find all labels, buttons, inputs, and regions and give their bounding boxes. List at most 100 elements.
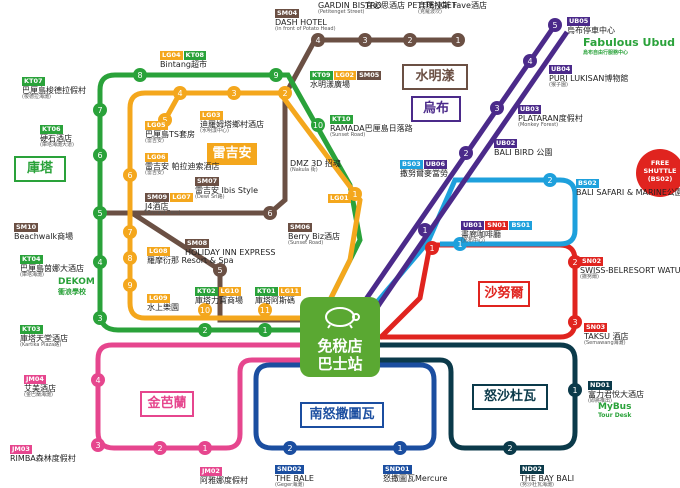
station-code-badge: SN01 (485, 221, 509, 230)
station-name: 羅摩衍那 Resort & Spa (147, 255, 234, 265)
station-label[interactable]: LG06 雷吉安 帕拉迪索酒店 (雷吉安) (145, 146, 220, 176)
station-label[interactable]: SM06 Berry Biz酒店 (Sunset Road) (288, 216, 340, 246)
station-code-group: KT09 LG02 SM05 (310, 64, 382, 81)
station-code-badge: KT03 (20, 325, 43, 334)
station-code-group: KT06 (40, 118, 64, 135)
green-station-number: 9 (273, 71, 278, 80)
duty-free-bus-hub[interactable]: 免稅店 巴士站 (300, 297, 380, 377)
orange-station-dot: 10 (198, 303, 212, 317)
station-name: 艾美酒店 (24, 383, 56, 393)
station-label[interactable]: UB02 BALI BIRD 公園 (494, 132, 552, 157)
station-name: RAMADA巴厘島日落路 (330, 123, 413, 133)
station-label[interactable]: BS02 BALI SAFARI & MARINE公園 (576, 172, 680, 197)
station-code-group: JM02 (200, 460, 223, 477)
station-subtitle: (庫塔海灘) (20, 272, 44, 279)
station-label[interactable]: JM03 RIMBA森林度假村 (10, 438, 76, 463)
orange-station-number: 8 (127, 254, 132, 263)
brown-station-number: 5 (217, 266, 222, 275)
dekom-name: DEKOM (58, 277, 95, 287)
station-label[interactable]: LG01 (328, 187, 352, 204)
teal-station-number: 1 (572, 386, 577, 395)
station-name: SWISS-BELRESORT WATU JIMBAR (580, 265, 680, 275)
station-code-badge: BS03 (400, 160, 423, 169)
station-label[interactable]: UB03 PLATARAN度假村 (Monkey Forest) (518, 98, 583, 128)
station-label[interactable]: UB01 SN01 BS01 畫廊咖啡廳 (烏布中心) (461, 214, 533, 244)
station-name: Bintang超市 (160, 59, 207, 69)
teal-station-number: 2 (507, 444, 512, 453)
station-code-badge: SM08 (185, 239, 210, 248)
station-code-group: UB04 (549, 58, 573, 75)
station-name: 雷吉安 Ibis Style (195, 185, 259, 195)
station-label[interactable]: KT09 LG02 SM05 水明漾廣場 (310, 64, 382, 89)
station-code-badge: LG11 (278, 287, 302, 296)
station-label[interactable]: SM07 雷吉安 Ibis Style (Dewi Sri路) (195, 170, 258, 200)
station-code-badge: SM09 (145, 193, 170, 202)
station-label[interactable]: UB04 PURI LUKISAN博物館 (猴子園) (549, 58, 628, 88)
station-label[interactable]: SN03 TAKSU 酒店 (Semawang海灘) (584, 316, 628, 346)
green-station-dot: 5 (93, 206, 107, 220)
orange-station-number: 4 (177, 89, 182, 98)
station-code-group: UB02 (494, 132, 518, 149)
station-label[interactable]: LG08 羅摩衍那 Resort & Spa (147, 240, 234, 265)
orange-station-number: 9 (127, 281, 132, 290)
station-name: HOLIDAY INN EXPRESS (185, 247, 276, 257)
station-label[interactable]: KT02 LG10 庫塔力寶商場 (195, 280, 243, 305)
station-label[interactable]: LG03 迪羅姆塔鄉村酒店 (水明漾中心) (200, 104, 264, 134)
station-label[interactable]: SM04 DASH HOTEL (in front of Potato Head) (275, 2, 336, 32)
station-subtitle: (Kartika Plaza路) (20, 342, 62, 349)
station-label[interactable]: LG05 巴厘島TS套房 (雷吉安) (145, 114, 195, 144)
navy-station-dot: 1 (393, 441, 407, 455)
station-code-badge: KT08 (183, 51, 207, 60)
station-label[interactable]: JM02 阿雅娜度假村 (200, 460, 248, 485)
brown-station-dot: 1 (451, 33, 465, 47)
station-label[interactable]: JM04 艾美酒店 (金巴蘭海灘) (24, 368, 56, 398)
orange-station-dot: 2 (278, 86, 292, 100)
purple-station-dot: 3 (490, 101, 504, 115)
station-label[interactable]: KT03 庫塔天堂酒店 (Kartika Plaza路) (20, 318, 68, 348)
station-code-group: SM04 (275, 2, 300, 19)
station-label[interactable]: SM08 HOLIDAY INN EXPRESS (185, 232, 275, 257)
station-label[interactable]: KT06 硬石酒店 (庫塔海灘大道) (40, 118, 74, 148)
station-label[interactable]: BS03 UB06 撒努爾麥當勞 (400, 153, 448, 178)
free-shuttle-line3: (BS02) (647, 175, 673, 183)
station-label[interactable]: KT07 巴厘島梭德拉假村 (梭德拉海灘) (22, 70, 86, 100)
station-label[interactable]: DMZ 3D 招魂 (Nakula 街) (290, 159, 341, 174)
brown-station-number: 2 (407, 36, 412, 45)
fabulous-ubud-name: Fabulous Ubud (583, 36, 676, 49)
station-label[interactable]: 宜必思酒店 PETITENGET (365, 1, 457, 10)
orange-station-dot: 9 (123, 278, 137, 292)
station-label[interactable]: ND01 富力君悅大酒店 (即將推出) (588, 374, 644, 404)
orange-station-number: 7 (127, 228, 132, 237)
station-label[interactable]: LG04 KT08 Bintang超市 (160, 44, 207, 69)
station-subtitle: (金巴蘭海灘) (24, 392, 53, 399)
station-label[interactable]: SND01 怒撒圖瓦Mercure (383, 458, 447, 483)
station-label[interactable]: SM09 LG07 J4酒店 (Ground Zero) (145, 186, 194, 216)
station-label[interactable]: KT10 RAMADA巴厘島日落路 (Sunset Road) (330, 108, 413, 138)
green-station-dot: 2 (198, 323, 212, 337)
brown-station-number: 6 (267, 209, 272, 218)
station-name: THE BAY BALI (520, 473, 575, 483)
navy-station-dot: 2 (283, 441, 297, 455)
station-label[interactable]: SND02 THE BALE (Geger海灘) (275, 458, 314, 488)
pink-station-number: 2 (157, 444, 162, 453)
station-code-badge: SN03 (584, 323, 608, 332)
station-code-badge: LG05 (145, 121, 168, 130)
purple-station-number: 1 (422, 226, 427, 235)
station-label[interactable]: SM10 Beachwalk商場 (14, 216, 73, 241)
green-station-number: 4 (97, 258, 102, 267)
station-subtitle: (庫塔海灘大道) (40, 142, 74, 149)
station-name: 迪羅姆塔鄉村酒店 (200, 119, 264, 129)
station-label[interactable]: GARDIN BISTRO (Petitenget Street) (318, 1, 382, 16)
station-label[interactable]: UB05 烏布停車中心 (567, 10, 615, 35)
station-code-group: SND02 (275, 458, 305, 475)
station-label[interactable]: LG09 水上樂園 (147, 287, 179, 312)
station-label[interactable]: ND02 THE BAY BALI (努沙杜瓦海灘) (520, 458, 574, 488)
station-label[interactable]: KT04 巴厘島茵娜大酒店 (庫塔海灘) (20, 248, 84, 278)
orange-station-dot: 11 (258, 303, 272, 317)
station-code-badge: LG08 (147, 247, 170, 256)
station-label[interactable]: KT01 LG11 庫塔阿斯碼 (255, 280, 302, 305)
station-code-badge: LG06 (145, 153, 168, 162)
station-label[interactable]: 烏瑪拉斯 Fave酒店 (克羅波坎) (418, 1, 487, 16)
